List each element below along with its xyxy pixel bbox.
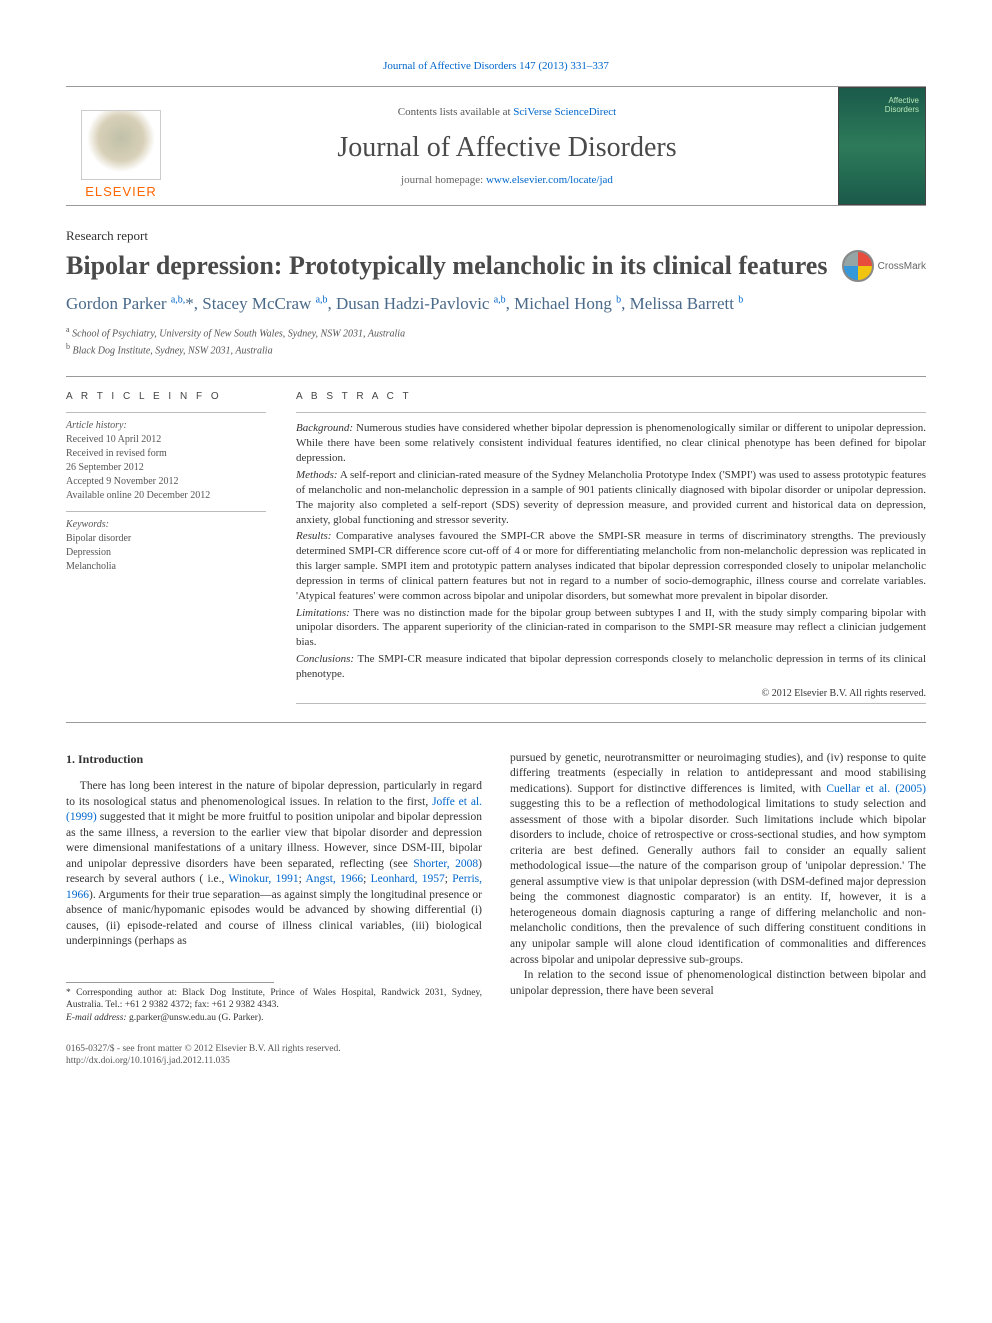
abstract-copyright: © 2012 Elsevier B.V. All rights reserved…: [296, 688, 926, 699]
contents-prefix: Contents lists available at: [398, 106, 513, 118]
keywords-label: Keywords:: [66, 518, 266, 532]
body-paragraph: pursued by genetic, neurotransmitter or …: [510, 751, 926, 968]
history-line: Available online 20 December 2012: [66, 489, 266, 503]
contents-available-line: Contents lists available at SciVerse Sci…: [176, 106, 838, 118]
crossmark-label: CrossMark: [878, 261, 926, 272]
abstract-label: Limitations:: [296, 607, 350, 619]
citation-link[interactable]: Leonhard, 1957: [371, 873, 445, 885]
divider: [66, 412, 266, 413]
affiliation-b: b Black Dog Institute, Sydney, NSW 2031,…: [66, 341, 926, 358]
article-info-head: A R T I C L E I N F O: [66, 391, 266, 402]
footnote-rule: [66, 982, 274, 983]
section-heading-introduction: 1. Introduction: [66, 751, 482, 767]
crossmark-badge[interactable]: CrossMark: [842, 250, 926, 282]
body-columns: 1. Introduction There has long been inte…: [66, 751, 926, 1025]
issn-line: 0165-0327/$ - see front matter © 2012 El…: [66, 1043, 926, 1055]
article-type: Research report: [66, 228, 926, 244]
abstract-text-span: The SMPI-CR measure indicated that bipol…: [296, 653, 926, 680]
divider: [66, 376, 926, 377]
affiliation-a: a School of Psychiatry, University of Ne…: [66, 324, 926, 341]
crossmark-icon: [842, 250, 874, 282]
abstract-paragraph: Methods: A self-report and clinician-rat…: [296, 468, 926, 527]
abstract-label: Background:: [296, 422, 353, 434]
body-text: ). Arguments for their true separation—a…: [66, 889, 482, 948]
abstract-label: Methods:: [296, 469, 338, 481]
keyword: Bipolar disorder: [66, 532, 266, 546]
divider: [66, 511, 266, 512]
abstract-label: Results:: [296, 530, 331, 542]
history-line: Received 10 April 2012: [66, 433, 266, 447]
journal-homepage-link[interactable]: www.elsevier.com/locate/jad: [486, 174, 613, 186]
body-paragraph: In relation to the second issue of pheno…: [510, 968, 926, 999]
author-list: Gordon Parker a,b,*, Stacey McCraw a,b, …: [66, 292, 926, 316]
keyword: Melancholia: [66, 560, 266, 574]
abstract-label: Conclusions:: [296, 653, 354, 665]
body-text: suggesting this to be a reflection of me…: [510, 798, 926, 965]
body-col-right: pursued by genetic, neurotransmitter or …: [510, 751, 926, 1025]
history-label: Article history:: [66, 419, 266, 433]
history-line: Accepted 9 November 2012: [66, 475, 266, 489]
abstract-paragraph: Results: Comparative analyses favoured t…: [296, 529, 926, 603]
citation-link[interactable]: Winokur, 1991: [228, 873, 298, 885]
journal-cover-thumb: [838, 87, 926, 205]
abstract-text-span: Comparative analyses favoured the SMPI-C…: [296, 530, 926, 601]
homepage-prefix: journal homepage:: [401, 174, 486, 186]
footnote-corr: * Corresponding author at: Black Dog Ins…: [66, 987, 482, 1013]
divider: [296, 412, 926, 413]
doi-line[interactable]: http://dx.doi.org/10.1016/j.jad.2012.11.…: [66, 1055, 926, 1067]
sciencedirect-link[interactable]: SciVerse ScienceDirect: [513, 106, 616, 118]
journal-header: ELSEVIER Contents lists available at Sci…: [66, 86, 926, 206]
body-paragraph: There has long been interest in the natu…: [66, 779, 482, 950]
elsevier-logo: ELSEVIER: [66, 87, 176, 205]
elsevier-tree-icon: [81, 110, 161, 180]
history-line: Received in revised form: [66, 447, 266, 461]
affiliation-b-text: Black Dog Institute, Sydney, NSW 2031, A…: [73, 345, 273, 356]
divider: [66, 722, 926, 723]
abstract-paragraph: Background: Numerous studies have consid…: [296, 421, 926, 466]
keywords-block: Keywords: Bipolar disorder Depression Me…: [66, 518, 266, 574]
article-history: Article history: Received 10 April 2012 …: [66, 419, 266, 503]
abstract-text: Background: Numerous studies have consid…: [296, 421, 926, 681]
article-title: Bipolar depression: Prototypically melan…: [66, 250, 842, 281]
abstract-paragraph: Limitations: There was no distinction ma…: [296, 606, 926, 651]
abstract-paragraph: Conclusions: The SMPI-CR measure indicat…: [296, 652, 926, 682]
affiliation-a-text: School of Psychiatry, University of New …: [72, 328, 405, 339]
email-address[interactable]: g.parker@unsw.edu.au (G. Parker).: [127, 1013, 264, 1023]
abstract-text-span: A self-report and clinician-rated measur…: [296, 469, 926, 526]
abstract-head: A B S T R A C T: [296, 391, 926, 402]
keyword: Depression: [66, 546, 266, 560]
abstract-text-span: Numerous studies have considered whether…: [296, 422, 926, 464]
body-col-left: 1. Introduction There has long been inte…: [66, 751, 482, 1025]
divider: [296, 703, 926, 704]
body-text: There has long been interest in the natu…: [66, 780, 482, 808]
body-text: ;: [363, 873, 370, 885]
history-line: 26 September 2012: [66, 461, 266, 475]
citation-link[interactable]: Cuellar et al. (2005): [826, 783, 926, 795]
affiliations: a School of Psychiatry, University of Ne…: [66, 324, 926, 359]
corresponding-author-footnote: * Corresponding author at: Black Dog Ins…: [66, 987, 482, 1025]
bottom-meta: 0165-0327/$ - see front matter © 2012 El…: [66, 1043, 926, 1068]
journal-title: Journal of Affective Disorders: [176, 132, 838, 164]
abstract-text-span: There was no distinction made for the bi…: [296, 607, 926, 649]
elsevier-wordmark: ELSEVIER: [85, 184, 157, 199]
email-label: E-mail address:: [66, 1013, 127, 1023]
citation-link[interactable]: Shorter, 2008: [413, 858, 478, 870]
citation-link[interactable]: Angst, 1966: [305, 873, 363, 885]
journal-homepage-line: journal homepage: www.elsevier.com/locat…: [176, 174, 838, 186]
running-head[interactable]: Journal of Affective Disorders 147 (2013…: [66, 60, 926, 72]
